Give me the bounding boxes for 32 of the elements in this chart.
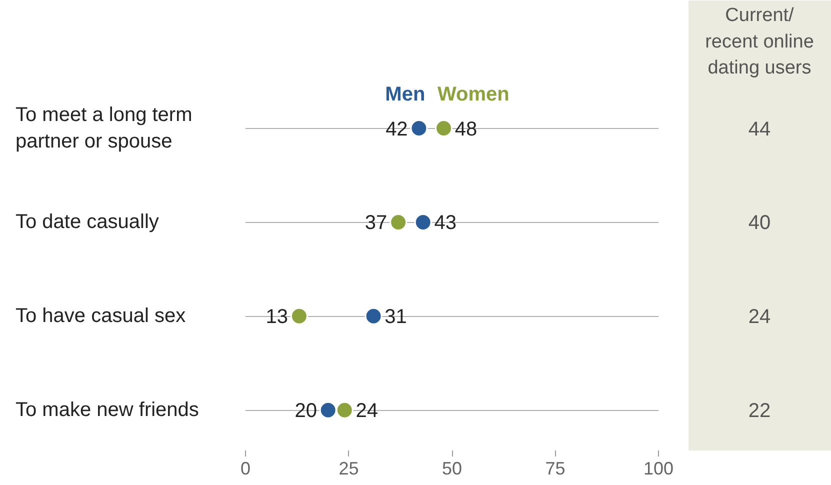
point	[364, 307, 382, 325]
point	[336, 401, 354, 419]
data-label: 43	[434, 212, 456, 234]
point	[410, 120, 428, 137]
data-label: 24	[356, 400, 378, 422]
y-tick-label: To meet a long term partner or spouse	[16, 104, 192, 152]
x-tick-label: 0	[240, 458, 251, 478]
point	[319, 401, 337, 419]
data-label: 37	[364, 212, 388, 234]
text: 24	[748, 306, 771, 328]
text: 22	[748, 400, 771, 422]
y-tick-label: To make new friends	[16, 399, 199, 422]
series-label: Men	[385, 83, 426, 106]
point	[390, 213, 408, 231]
data-label: 48	[454, 118, 478, 140]
series-label: Women	[438, 83, 510, 106]
data-label: 20	[294, 400, 317, 422]
text: 44	[748, 118, 771, 140]
point	[434, 120, 452, 137]
x-tick-label: 100	[643, 458, 674, 478]
y-tick-label: To have casual sex	[16, 305, 186, 328]
y-tick-label: To date casually	[16, 211, 159, 234]
point	[290, 307, 308, 325]
x-tick-label: 50	[442, 458, 462, 478]
text: 40	[748, 212, 771, 234]
x-tick-label: 75	[545, 458, 566, 478]
text: Current/ recent online dating users	[705, 5, 814, 79]
data-label: 31	[384, 306, 407, 328]
point	[414, 213, 432, 231]
data-label: 13	[266, 306, 288, 328]
x-tick-label: 25	[338, 458, 359, 478]
data-label: 42	[386, 118, 408, 140]
